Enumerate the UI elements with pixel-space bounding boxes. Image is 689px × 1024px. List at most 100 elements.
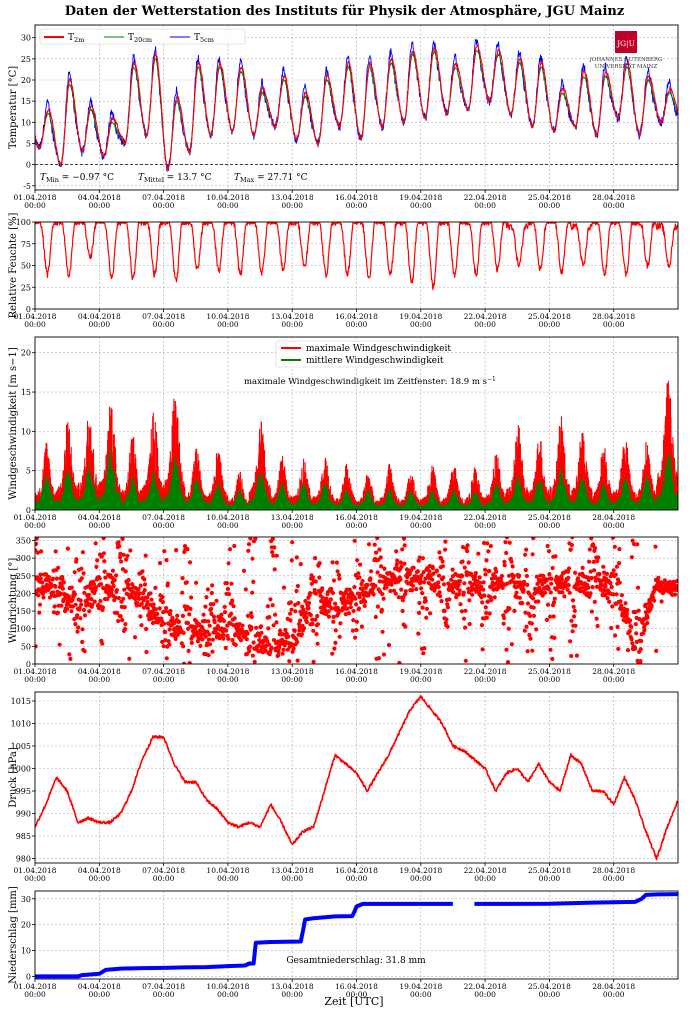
logo-line2: UNIVERSITÄT MAINZ bbox=[595, 63, 658, 70]
x-tick-date: 22.04.2018 bbox=[464, 982, 507, 991]
scatter-point bbox=[573, 623, 578, 628]
scatter-point bbox=[311, 628, 316, 633]
scatter-point bbox=[605, 596, 610, 601]
x-tick-date: 04.04.2018 bbox=[78, 513, 121, 522]
scatter-point bbox=[330, 560, 335, 565]
y-axis-label: Niederschlag [mm] bbox=[8, 886, 19, 984]
scatter-point bbox=[292, 628, 297, 634]
scatter-point bbox=[421, 570, 426, 575]
scatter-point bbox=[675, 578, 678, 584]
scatter-point bbox=[589, 609, 595, 614]
scatter-point bbox=[153, 585, 158, 591]
scatter-point bbox=[568, 547, 573, 552]
scatter-point bbox=[486, 549, 491, 554]
x-tick-time: 00:00 bbox=[281, 521, 303, 530]
scatter-point bbox=[438, 594, 443, 599]
scatter-point bbox=[75, 629, 80, 634]
y-tick-label: 250 bbox=[16, 572, 31, 581]
scatter-point bbox=[614, 592, 619, 597]
scatter-point bbox=[94, 585, 99, 590]
scatter-point bbox=[232, 616, 237, 621]
scatter-point bbox=[375, 570, 380, 575]
scatter-point bbox=[427, 569, 432, 574]
scatter-point bbox=[150, 620, 155, 626]
scatter-point bbox=[214, 598, 219, 603]
scatter-point bbox=[219, 612, 224, 617]
scatter-point bbox=[549, 576, 554, 581]
scatter-point bbox=[399, 587, 404, 592]
scatter-point bbox=[524, 547, 529, 552]
scatter-point bbox=[240, 623, 245, 628]
scatter-point bbox=[72, 570, 77, 575]
scatter-point bbox=[304, 619, 309, 625]
scatter-point bbox=[456, 592, 462, 597]
y-axis-label: Windgeschwindigkeit [m s−1] bbox=[8, 347, 19, 500]
y-tick-label: 1015 bbox=[11, 697, 31, 706]
scatter-point bbox=[289, 607, 294, 612]
scatter-point bbox=[281, 585, 287, 590]
scatter-point bbox=[506, 626, 511, 631]
logo-mark-box bbox=[615, 31, 637, 53]
scatter-point bbox=[524, 573, 530, 579]
scatter-point bbox=[333, 601, 338, 606]
scatter-point bbox=[403, 589, 408, 594]
scatter-point bbox=[249, 614, 254, 620]
scatter-point bbox=[592, 568, 597, 573]
y-tick-label: 0 bbox=[26, 972, 31, 981]
scatter-point bbox=[288, 611, 293, 616]
scatter-point bbox=[187, 560, 193, 565]
scatter-point bbox=[197, 628, 203, 634]
scatter-point bbox=[93, 541, 98, 546]
scatter-point bbox=[401, 537, 407, 541]
x-tick-time: 00:00 bbox=[281, 675, 303, 684]
scatter-point bbox=[616, 646, 621, 652]
scatter-point bbox=[568, 639, 573, 644]
scatter-point bbox=[257, 633, 262, 639]
x-tick-date: 16.04.2018 bbox=[335, 667, 378, 676]
scatter-point bbox=[166, 639, 171, 644]
scatter-point bbox=[500, 585, 505, 591]
scatter-point bbox=[482, 593, 487, 598]
scatter-point bbox=[477, 575, 482, 580]
scatter-point bbox=[625, 607, 630, 613]
scatter-point bbox=[180, 590, 185, 595]
series-group bbox=[35, 380, 678, 510]
scatter-point bbox=[121, 596, 126, 601]
scatter-point bbox=[548, 614, 553, 619]
scatter-point bbox=[137, 591, 142, 596]
scatter-point bbox=[675, 587, 678, 593]
scatter-point bbox=[436, 580, 441, 585]
scatter-point bbox=[420, 605, 425, 610]
scatter-point bbox=[559, 577, 565, 582]
scatter-point bbox=[337, 576, 342, 581]
scatter-point bbox=[59, 591, 64, 596]
scatter-point bbox=[545, 602, 551, 607]
scatter-point bbox=[79, 602, 84, 607]
scatter-point bbox=[233, 642, 238, 648]
scatter-point bbox=[389, 582, 394, 587]
chart-panel-0: -505101520253001.04.201800:0004.04.20180… bbox=[8, 25, 678, 210]
scatter-point bbox=[488, 543, 493, 549]
scatter-point bbox=[39, 549, 44, 554]
scatter-point bbox=[379, 607, 384, 612]
scatter-point bbox=[615, 624, 620, 630]
scatter-point bbox=[276, 653, 281, 658]
scatter-point bbox=[170, 615, 175, 620]
scatter-point bbox=[394, 562, 399, 567]
scatter-point bbox=[645, 620, 650, 626]
scatter-point bbox=[186, 648, 191, 654]
legend-label: maximale Windgeschwindigkeit bbox=[306, 344, 451, 354]
x-tick-time: 00:00 bbox=[474, 874, 496, 883]
scatter-point bbox=[543, 590, 548, 595]
scatter-point bbox=[313, 617, 318, 622]
scatter-point bbox=[239, 638, 244, 643]
scatter-point bbox=[481, 587, 486, 592]
x-tick-time: 00:00 bbox=[88, 874, 110, 883]
scatter-point bbox=[124, 557, 129, 562]
scatter-point bbox=[206, 653, 211, 658]
scatter-point bbox=[136, 587, 141, 592]
x-tick-date: 07.04.2018 bbox=[142, 982, 185, 991]
x-tick-date: 13.04.2018 bbox=[271, 982, 314, 991]
scatter-point bbox=[595, 623, 600, 629]
